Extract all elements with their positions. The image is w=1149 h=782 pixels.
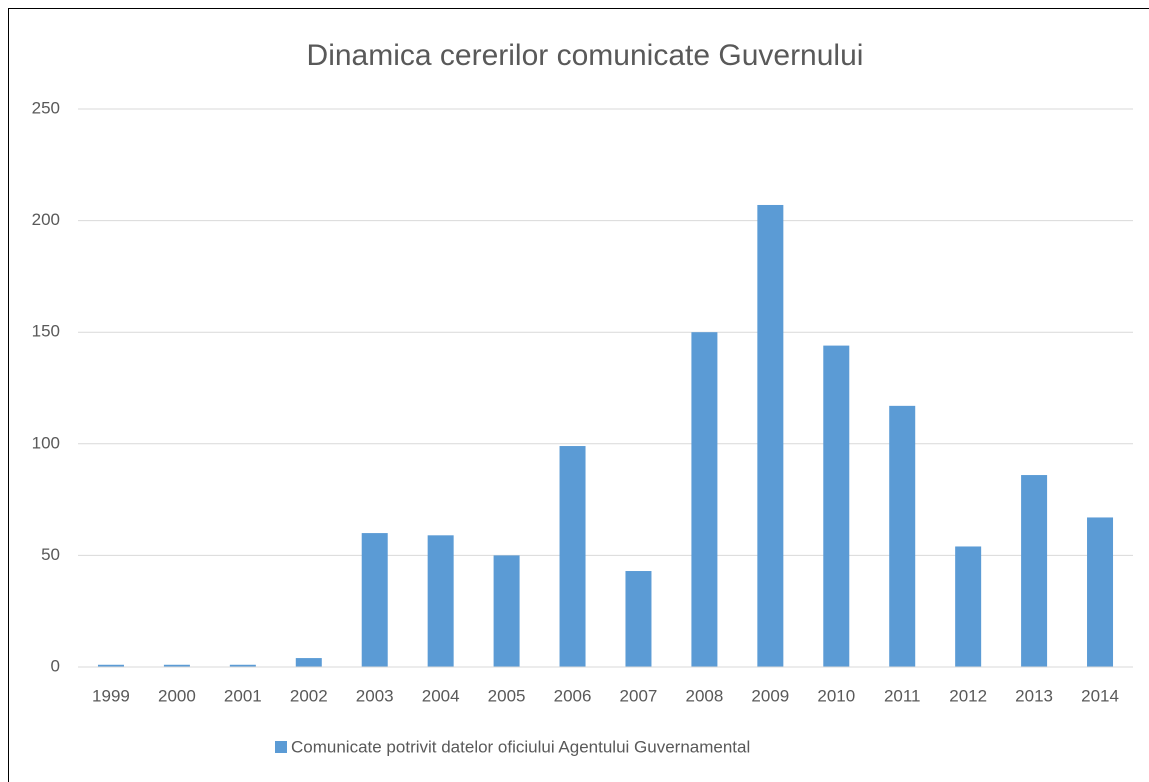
bar: [955, 546, 982, 667]
bar: [229, 664, 256, 667]
bar: [559, 446, 586, 667]
bar: [889, 405, 916, 667]
x-tick-label: 1999: [92, 686, 130, 705]
x-tick-label: 2011: [884, 686, 921, 705]
x-tick-label: 2005: [488, 686, 526, 705]
x-tick-label: 2004: [422, 686, 460, 705]
x-tick-label: 2010: [817, 686, 855, 705]
bar: [757, 204, 784, 667]
bar: [295, 658, 322, 667]
y-tick-label: 100: [32, 433, 60, 452]
y-tick-label: 250: [32, 98, 60, 117]
x-tick-label: 2008: [685, 686, 723, 705]
y-tick-label: 50: [41, 545, 60, 564]
bar: [1021, 475, 1048, 667]
bar: [361, 533, 388, 667]
bar: [97, 664, 124, 667]
x-tick-label: 2014: [1081, 686, 1119, 705]
bar: [1087, 517, 1114, 667]
x-tick-label: 2007: [620, 686, 658, 705]
bar: [427, 535, 454, 667]
x-tick-label: 2002: [290, 686, 328, 705]
bar: [625, 571, 652, 667]
x-tick-label: 2001: [224, 686, 262, 705]
bar: [691, 332, 718, 667]
bar: [493, 555, 520, 667]
x-tick-label: 2006: [554, 686, 592, 705]
bar: [163, 664, 190, 667]
x-tick-label: 2012: [949, 686, 987, 705]
chart-title: Dinamica cererilor comunicate Guvernului: [307, 39, 864, 72]
y-tick-label: 0: [51, 656, 60, 675]
x-tick-label: 2013: [1015, 686, 1053, 705]
x-tick-label: 2000: [158, 686, 196, 705]
legend-swatch: [275, 741, 287, 753]
y-tick-label: 200: [32, 210, 60, 229]
x-tick-label: 2009: [751, 686, 789, 705]
y-tick-label: 150: [32, 322, 60, 341]
x-tick-label: 2003: [356, 686, 394, 705]
bar: [823, 345, 850, 667]
legend-label: Comunicate potrivit datelor oficiului Ag…: [291, 737, 750, 756]
